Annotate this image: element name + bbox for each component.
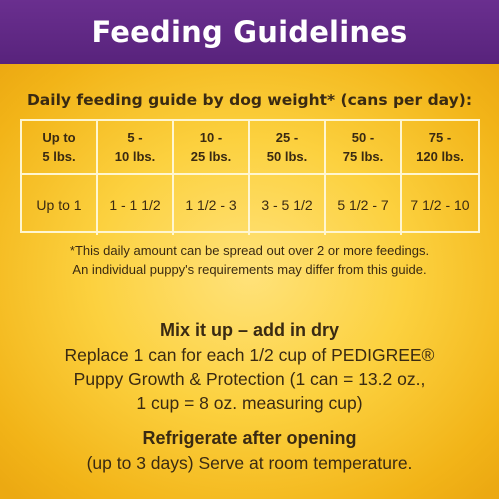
footnote: *This daily amount can be spread out ove…	[0, 241, 499, 279]
weight-header-cell: 75 - 120 lbs.	[402, 121, 478, 175]
weight-range-start: Up to	[42, 130, 76, 145]
cans-per-day-cell: 3 - 5 1/2	[250, 175, 326, 235]
weight-range-end: 25 lbs.	[190, 149, 232, 164]
refrigerate-section-title: Refrigerate after opening	[142, 428, 357, 448]
weight-header-cell: Up to 5 lbs.	[22, 121, 98, 175]
cans-per-day-cell: 1 - 1 1/2	[98, 175, 174, 235]
weight-range-end: 120 lbs.	[416, 149, 464, 164]
footnote-line: An individual puppy's requirements may d…	[72, 262, 427, 277]
mix-line: 1 cup = 8 oz. measuring cup)	[136, 393, 363, 413]
cans-per-day-cell: Up to 1	[22, 175, 98, 235]
table-subtitle: Daily feeding guide by dog weight* (cans…	[26, 91, 473, 109]
cans-per-day-cell: 5 1/2 - 7	[326, 175, 402, 235]
weight-header-cell: 5 - 10 lbs.	[98, 121, 174, 175]
weight-range-end: 10 lbs.	[114, 149, 156, 164]
weight-range-end: 50 lbs.	[266, 149, 308, 164]
weight-range-end: 5 lbs.	[42, 149, 76, 164]
cans-per-day-cell: 1 1/2 - 3	[174, 175, 250, 235]
refrigerate-section-body: (up to 3 days) Serve at room temperature…	[86, 453, 413, 473]
weight-range-start: 50 -	[351, 130, 375, 145]
weight-header-cell: 25 - 50 lbs.	[250, 121, 326, 175]
cans-per-day-cell: 7 1/2 - 10	[410, 196, 470, 213]
weight-header-cell: 10 - 25 lbs.	[174, 121, 250, 175]
weight-range-start: 10 -	[199, 130, 223, 145]
mix-section-body: Replace 1 can for each 1/2 cup of PEDIGR…	[0, 343, 499, 415]
weight-range-start: 75 -	[428, 130, 452, 145]
header-banner: Feeding Guidelines	[0, 0, 499, 64]
weight-range-start: 5 -	[127, 130, 143, 145]
feeding-table: Up to 5 lbs. 5 - 10 lbs. 10 - 25 lbs. 25 - 5…	[20, 119, 480, 235]
weight-range-start: 25 -	[275, 130, 299, 145]
mix-line: Replace 1 can for each 1/2 cup of PEDIGR…	[64, 345, 435, 365]
mix-line: Puppy Growth & Protection (1 can = 13.2 …	[73, 369, 426, 389]
footnote-line: *This daily amount can be spread out ove…	[69, 243, 430, 258]
weight-range-end: 75 lbs.	[342, 149, 384, 164]
page-title: Feeding Guidelines	[91, 15, 408, 49]
mix-section-title: Mix it up – add in dry	[159, 320, 339, 340]
weight-header-cell: 50 - 75 lbs.	[326, 121, 402, 175]
